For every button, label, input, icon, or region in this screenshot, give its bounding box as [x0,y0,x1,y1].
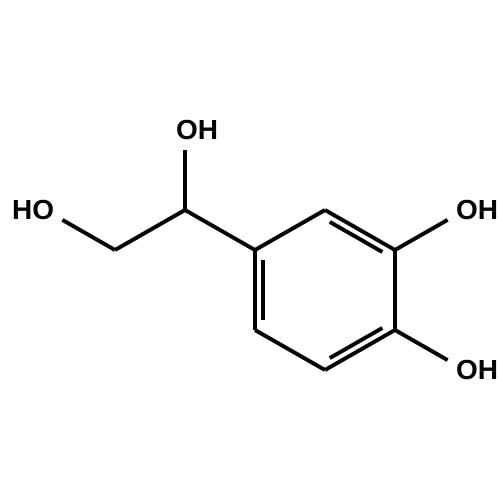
hydroxyl-label-c8: HO [12,194,54,226]
hydroxyl-label-c2: OH [456,194,498,226]
molecule-canvas: OH HO OH OH [0,0,500,500]
hydroxyl-label-c7: OH [176,114,218,146]
hydroxyl-label-c3: OH [456,354,498,386]
molecule-svg [0,0,500,500]
